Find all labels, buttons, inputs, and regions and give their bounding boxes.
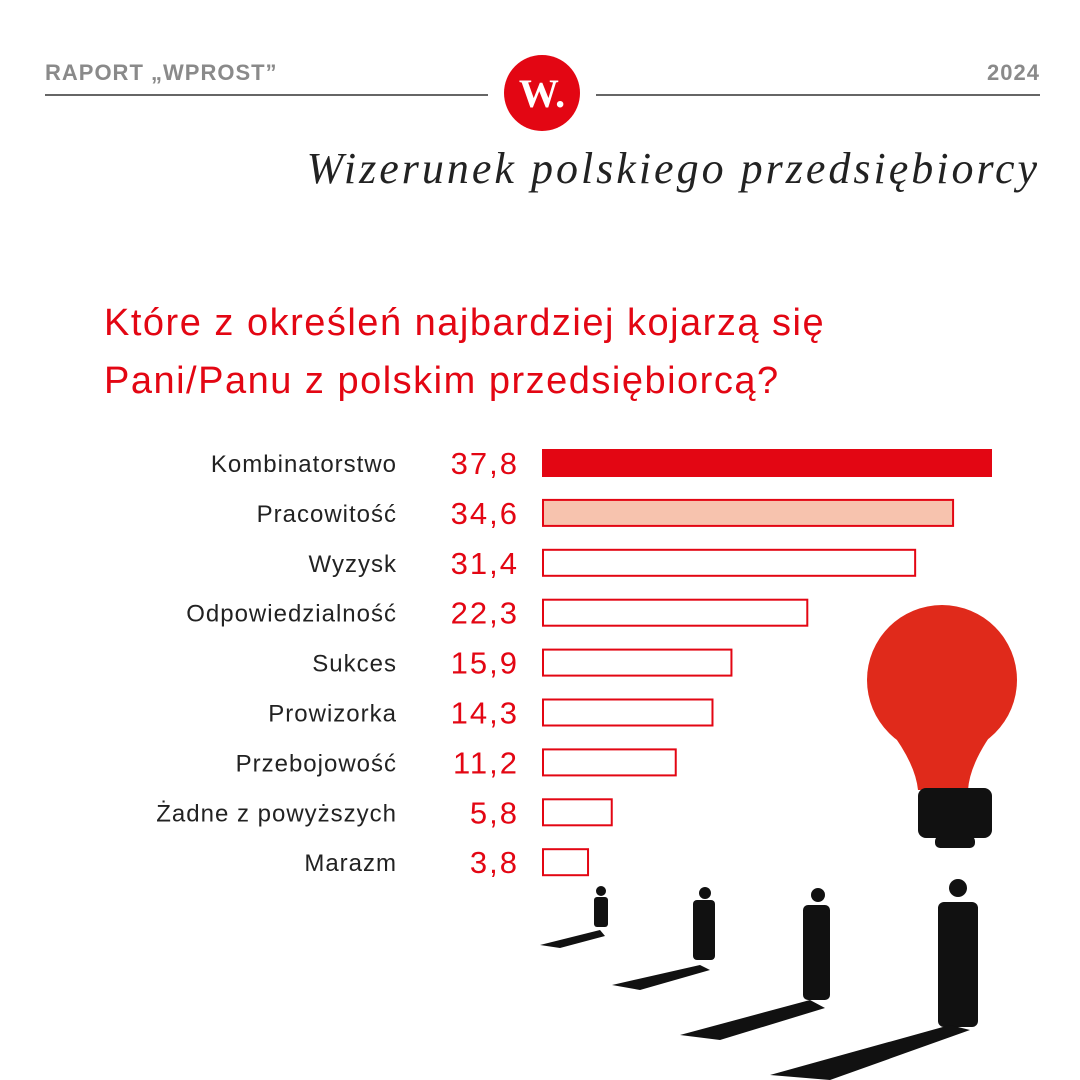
value-label: 37,8: [451, 446, 519, 481]
chart-title: Które z określeń najbardziej kojarzą się: [104, 302, 825, 344]
category-label: Odpowiedzialność: [186, 601, 397, 628]
value-label: 34,6: [451, 496, 519, 531]
category-label: Wyzysk: [309, 551, 397, 578]
bar: [542, 848, 590, 877]
bar: [542, 449, 992, 477]
logo: W.: [519, 71, 565, 116]
bar: [542, 548, 917, 577]
logo-circle: [504, 55, 580, 131]
category-label: Przebojowość: [236, 750, 397, 777]
bar: [542, 598, 809, 627]
value-label: 5,8: [470, 795, 519, 830]
illustration: [540, 605, 1017, 1080]
category-label: Żadne z powyższych: [156, 800, 397, 827]
category-label: Kombinatorstwo: [211, 451, 397, 478]
chart-title: Pani/Panu z polskim przedsiębiorcą?: [104, 360, 780, 402]
bar: [542, 498, 955, 527]
report-year: 2024: [987, 60, 1040, 85]
bar: [542, 748, 677, 777]
value-label: 11,2: [453, 745, 519, 780]
category-label: Prowizorka: [268, 701, 397, 728]
bar: [542, 698, 714, 727]
value-label: 22,3: [451, 596, 519, 631]
category-label: Sukces: [312, 651, 397, 678]
bar: [542, 798, 613, 827]
category-label: Pracowitość: [257, 501, 397, 528]
value-label: 14,3: [451, 696, 519, 731]
bar: [542, 648, 733, 677]
category-label: Marazm: [304, 850, 397, 877]
report-label: RAPORT „WPROST”: [45, 60, 278, 85]
value-label: 15,9: [451, 646, 519, 681]
value-label: 31,4: [451, 546, 519, 581]
subtitle: Wizerunek polskiego przedsiębiorcy: [307, 144, 1040, 193]
value-label: 3,8: [470, 845, 519, 880]
